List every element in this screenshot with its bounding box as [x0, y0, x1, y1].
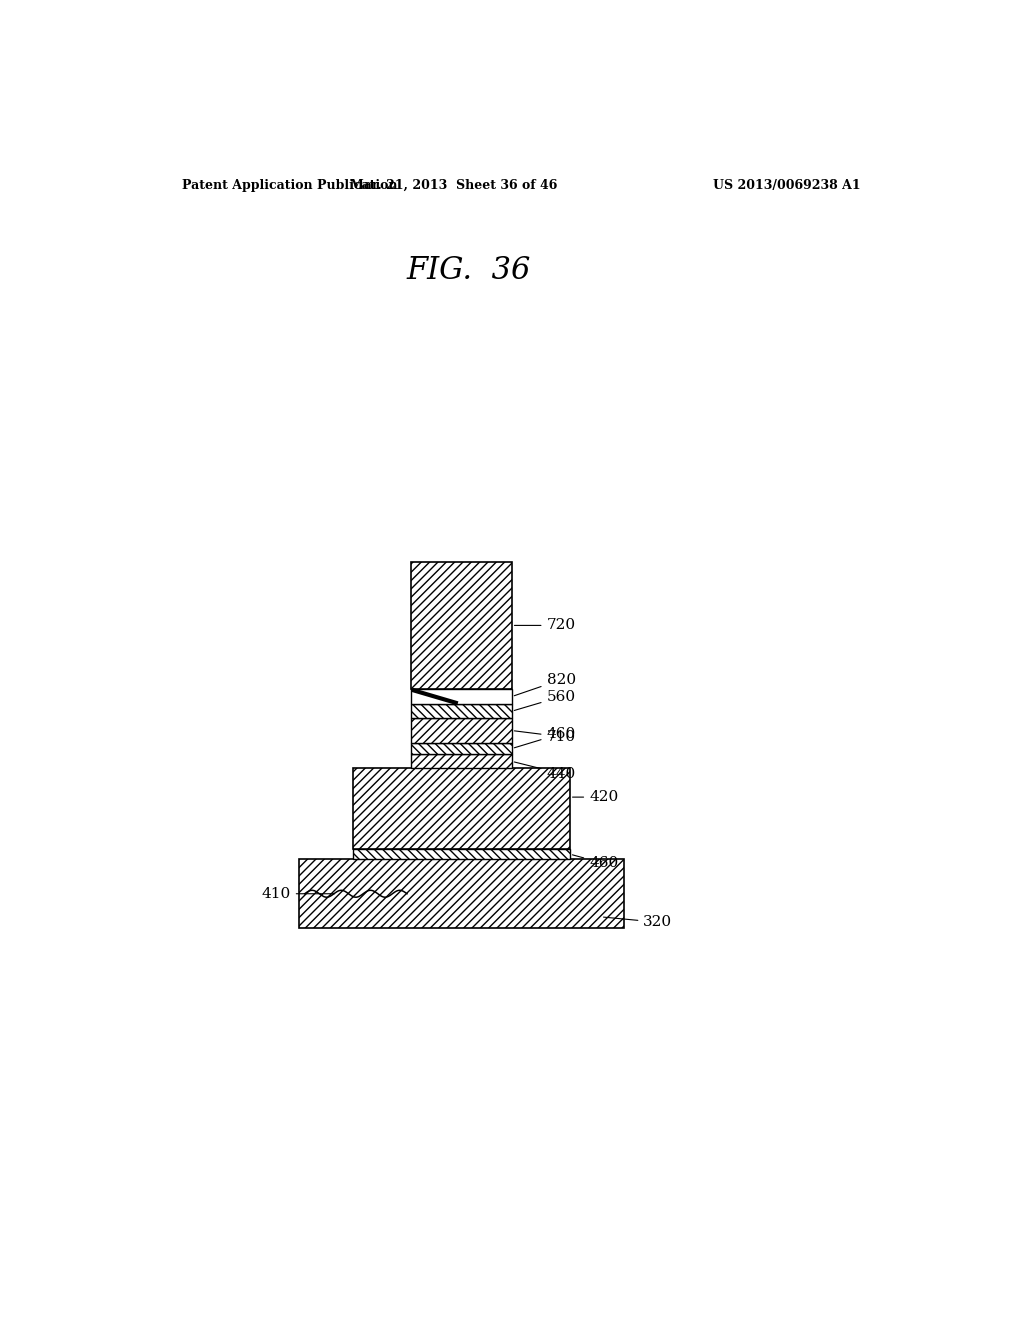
Bar: [411, 689, 512, 705]
Text: 420: 420: [572, 791, 618, 804]
Bar: [352, 849, 569, 859]
Text: 560: 560: [514, 689, 575, 710]
Bar: [411, 562, 512, 689]
Bar: [299, 859, 624, 928]
Bar: [299, 859, 411, 928]
Text: FIG.  36: FIG. 36: [407, 255, 531, 285]
Text: 460: 460: [572, 855, 618, 870]
Bar: [411, 755, 512, 768]
Bar: [411, 743, 512, 755]
Text: Mar. 21, 2013  Sheet 36 of 46: Mar. 21, 2013 Sheet 36 of 46: [350, 178, 557, 191]
Text: US 2013/0069238 A1: US 2013/0069238 A1: [713, 178, 860, 191]
Text: 320: 320: [603, 915, 673, 929]
Text: 460: 460: [514, 726, 575, 748]
Text: 410: 410: [261, 887, 335, 900]
Text: 820: 820: [514, 673, 575, 696]
Text: 710: 710: [514, 730, 575, 743]
Bar: [352, 768, 569, 849]
Text: 440: 440: [514, 762, 575, 780]
Text: 720: 720: [514, 618, 575, 632]
Text: Patent Application Publication: Patent Application Publication: [182, 178, 397, 191]
Bar: [411, 705, 512, 718]
Bar: [411, 718, 512, 743]
